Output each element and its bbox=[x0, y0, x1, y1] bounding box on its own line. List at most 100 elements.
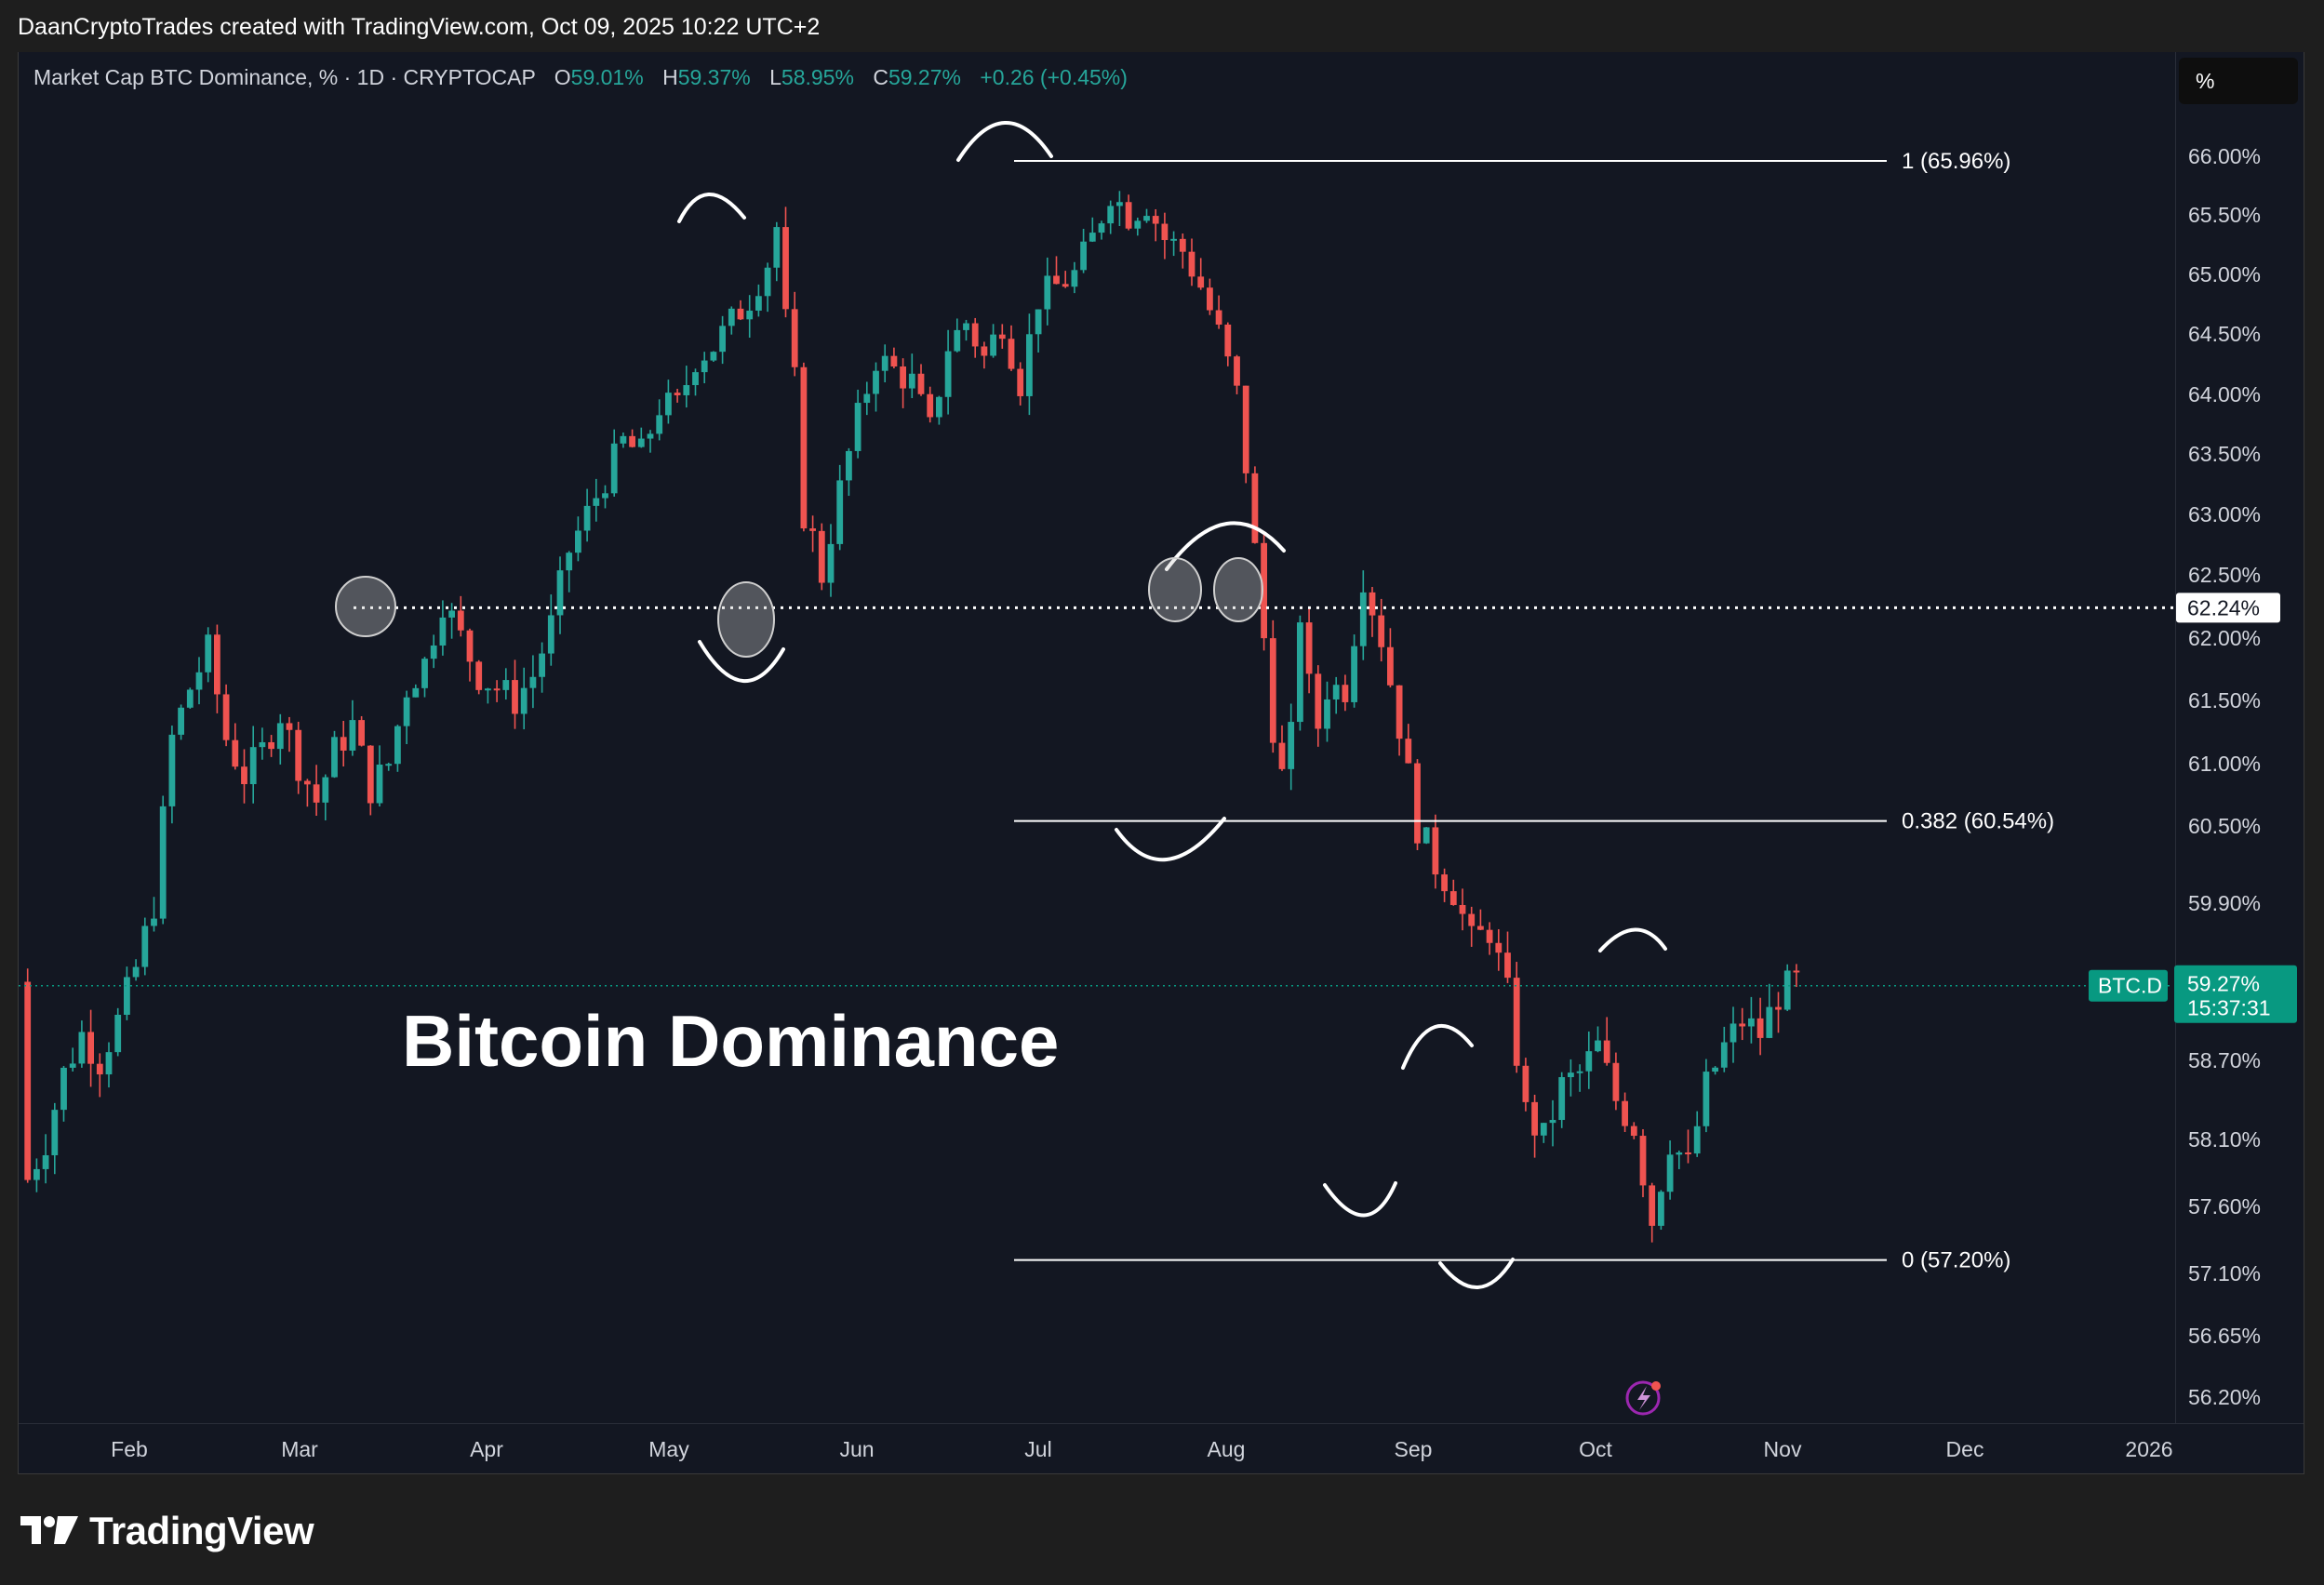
x-tick-label: Jul bbox=[1024, 1437, 1051, 1461]
candle-body bbox=[1612, 1062, 1620, 1101]
candle-body bbox=[186, 689, 194, 708]
open-label: O bbox=[554, 65, 571, 89]
candle-body bbox=[737, 308, 744, 320]
candle-body bbox=[259, 741, 266, 748]
hand-drawn-arc bbox=[1115, 817, 1226, 862]
candle-body bbox=[1712, 1067, 1718, 1072]
price-scale[interactable] bbox=[2175, 52, 2304, 1423]
candle-body bbox=[647, 433, 654, 439]
symbol-legend[interactable]: Market Cap BTC Dominance, % · 1D · CRYPT… bbox=[33, 65, 1128, 90]
change-value: +0.26 (+0.45%) bbox=[980, 65, 1128, 89]
candles-layer bbox=[24, 191, 1800, 1243]
candle-body bbox=[1261, 542, 1267, 639]
candle-body bbox=[1783, 970, 1791, 1010]
y-tick-label: 61.50% bbox=[2188, 688, 2261, 713]
y-tick-label: 64.50% bbox=[2188, 322, 2261, 346]
candle-body bbox=[1017, 368, 1024, 396]
candle-body bbox=[674, 393, 681, 395]
candle-body bbox=[1071, 270, 1078, 287]
candle-body bbox=[286, 723, 293, 730]
unit-toggle-button[interactable]: % bbox=[2179, 58, 2298, 104]
candle-body bbox=[881, 355, 888, 371]
candle-body bbox=[1504, 952, 1511, 979]
y-tick-label: 60.50% bbox=[2188, 814, 2261, 838]
candle-body bbox=[502, 680, 510, 690]
candle-body bbox=[1441, 874, 1448, 892]
y-tick-label: 62.00% bbox=[2188, 626, 2261, 650]
candle-body bbox=[1342, 685, 1349, 702]
candle-body bbox=[1549, 1120, 1556, 1124]
candle-body bbox=[466, 630, 474, 662]
candle-body bbox=[593, 498, 600, 506]
plot-area[interactable] bbox=[19, 52, 2175, 1423]
fib-level-label: 0.382 (60.54%) bbox=[1902, 809, 2054, 834]
candle-body bbox=[151, 918, 157, 926]
top-bar: DaanCryptoTrades created with TradingVie… bbox=[0, 0, 2324, 54]
candle-body bbox=[1242, 385, 1249, 473]
candle-body bbox=[1766, 1006, 1773, 1038]
candle-body bbox=[439, 617, 447, 646]
last-price-badge-bg bbox=[2174, 965, 2297, 1023]
candle-body bbox=[322, 777, 329, 803]
candle-body bbox=[124, 977, 130, 1015]
candle-body bbox=[800, 366, 808, 529]
hand-drawn-arc bbox=[677, 193, 746, 223]
y-tick-label: 63.50% bbox=[2188, 442, 2261, 466]
y-tick-label: 56.65% bbox=[2188, 1324, 2261, 1348]
candle-body bbox=[132, 966, 140, 978]
candle-body bbox=[809, 528, 816, 531]
candle-body bbox=[1053, 275, 1060, 285]
candle-body bbox=[854, 403, 861, 451]
candle-body bbox=[1639, 1136, 1647, 1186]
candle-body bbox=[376, 764, 383, 804]
annotation-title: Bitcoin Dominance bbox=[402, 1000, 1059, 1082]
candle-body bbox=[1513, 978, 1520, 1066]
candle-body bbox=[1693, 1125, 1701, 1154]
candle-body bbox=[1378, 615, 1385, 647]
candle-body bbox=[836, 480, 844, 544]
candle-body bbox=[141, 926, 149, 967]
candle-body bbox=[602, 493, 608, 499]
high-label: H bbox=[662, 65, 678, 89]
candle-body bbox=[241, 766, 247, 785]
candle-body bbox=[475, 661, 483, 690]
candle-body bbox=[1215, 310, 1222, 325]
candle-body bbox=[908, 373, 915, 389]
hand-drawn-arc bbox=[1598, 927, 1667, 952]
candle-body bbox=[168, 734, 176, 806]
candle-body bbox=[105, 1052, 113, 1075]
y-tick-label: 57.60% bbox=[2188, 1194, 2261, 1219]
candle-body bbox=[1414, 763, 1421, 844]
close-value: 59.27% bbox=[888, 65, 961, 89]
candle-body bbox=[195, 672, 203, 690]
candle-body bbox=[900, 366, 906, 389]
candle-body bbox=[295, 729, 302, 781]
candle-body bbox=[583, 505, 591, 531]
candle-body bbox=[1658, 1192, 1664, 1226]
candle-body bbox=[1387, 646, 1394, 686]
candle-body bbox=[385, 764, 393, 766]
candle-body bbox=[1459, 904, 1466, 914]
candle-body bbox=[1739, 1023, 1746, 1027]
candle-body bbox=[51, 1110, 59, 1155]
candle-body bbox=[566, 553, 573, 571]
candle-body bbox=[1351, 646, 1357, 702]
candle-body bbox=[78, 1032, 86, 1064]
candle-body bbox=[430, 645, 437, 659]
candle-body bbox=[1432, 827, 1439, 875]
time-scale[interactable] bbox=[19, 1423, 2304, 1473]
candle-body bbox=[1630, 1125, 1637, 1137]
candle-body bbox=[1666, 1154, 1674, 1192]
candle-body bbox=[1305, 622, 1313, 674]
candle-body bbox=[1756, 1018, 1764, 1038]
x-tick-label: Mar bbox=[281, 1437, 318, 1461]
candle-body bbox=[1278, 742, 1286, 769]
candle-body bbox=[746, 310, 754, 320]
candle-body bbox=[610, 443, 618, 494]
candle-body bbox=[547, 615, 554, 654]
candle-body bbox=[1793, 970, 1800, 973]
y-tick-label: 59.90% bbox=[2188, 891, 2261, 915]
candle-body bbox=[665, 393, 672, 416]
candle-body bbox=[60, 1067, 67, 1111]
